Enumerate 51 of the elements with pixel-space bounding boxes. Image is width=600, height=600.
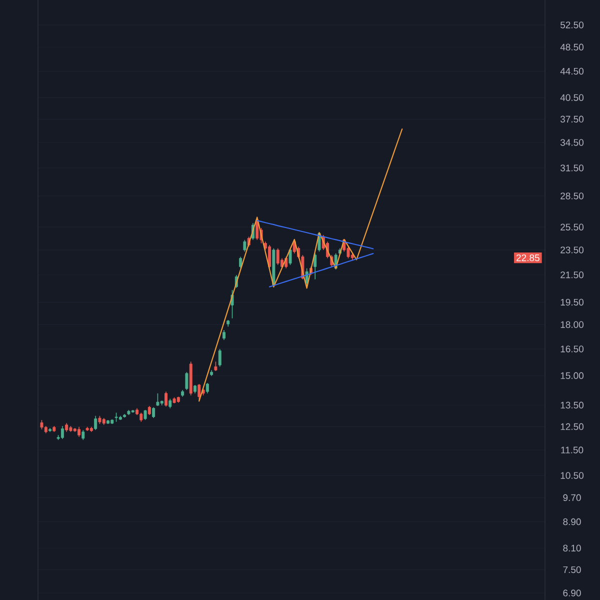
line-series xyxy=(269,253,374,288)
y-tick-label: 13.50 xyxy=(560,402,584,408)
y-tick-label: 44.50 xyxy=(560,68,584,75)
candlestick xyxy=(94,416,98,430)
candlestick xyxy=(156,392,160,406)
candlestick xyxy=(239,256,242,269)
candlestick xyxy=(148,406,151,416)
candlestick xyxy=(60,426,64,440)
candlestick xyxy=(40,420,44,430)
y-tick-label: 21.50 xyxy=(560,271,584,278)
candlestick xyxy=(82,430,85,440)
y-tick-label: 11.50 xyxy=(561,446,584,454)
y-tick-label: 37.50 xyxy=(560,116,584,123)
y-tick-label: 48.50 xyxy=(560,44,584,50)
y-tick-label: 10.50 xyxy=(560,472,584,479)
line-series xyxy=(198,128,403,402)
candlestick xyxy=(164,391,168,407)
y-tick-label: 31.50 xyxy=(560,164,584,172)
candlestick xyxy=(314,252,317,280)
candlestick xyxy=(276,248,280,266)
candlestick xyxy=(152,406,156,418)
y-tick-label: 8.90 xyxy=(563,518,581,526)
y-tick-label: 52.50 xyxy=(560,22,584,28)
candlestick xyxy=(114,412,118,422)
candlestick xyxy=(218,348,222,368)
y-tick-label: 34.50 xyxy=(560,139,584,146)
y-tick-label: 7.50 xyxy=(563,566,581,574)
y-tick-label: 40.50 xyxy=(560,94,584,101)
y-tick-label: 19.50 xyxy=(560,298,584,306)
y-tick-label: 15.00 xyxy=(560,372,584,379)
annotation: 22.85 xyxy=(516,254,540,262)
y-tick-label: 28.50 xyxy=(560,192,584,200)
y-tick-label: 12.50 xyxy=(560,423,584,430)
candlestick xyxy=(140,412,143,422)
y-tick-label: 6.90 xyxy=(563,590,581,596)
candlestick xyxy=(168,398,172,409)
candlestick xyxy=(198,384,201,402)
candlestick xyxy=(243,239,246,252)
y-tick-label: 18.00 xyxy=(560,321,584,328)
y-tick-label: 23.50 xyxy=(560,246,584,254)
y-tick-label: 25.50 xyxy=(560,224,584,230)
candlestick xyxy=(78,426,80,438)
candlestick xyxy=(214,361,218,372)
candlestick xyxy=(222,330,226,340)
y-tick-label: 16.50 xyxy=(560,346,584,352)
y-tick-label: 8.10 xyxy=(563,544,581,552)
candlestick xyxy=(185,372,188,390)
candlestick xyxy=(268,244,272,269)
line-series xyxy=(256,220,374,250)
y-tick-label: 9.70 xyxy=(563,494,581,502)
candlestick xyxy=(206,382,209,394)
